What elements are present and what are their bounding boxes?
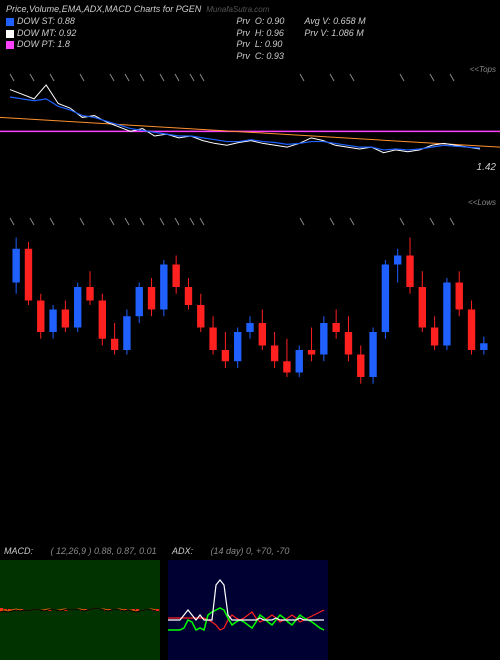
upper-line-chart: <<Tops 1.42 <<Lows	[0, 71, 500, 201]
chart-header: Price,Volume,EMA,ADX,MACD Charts for PGE…	[0, 0, 500, 67]
prev-legend: Prv O: 0.90Prv H: 0.96Prv L: 0.90Prv C: …	[236, 16, 284, 63]
dow-legend: DOW ST: 0.88DOW MT: 0.92DOW PT: 1.8	[6, 16, 76, 63]
candlestick-chart	[0, 215, 500, 395]
adx-panel: ADX: (14 day) 0, +70, -70	[168, 560, 328, 660]
page-title: Price,Volume,EMA,ADX,MACD Charts for PGE…	[6, 4, 494, 14]
macd-panel: MACD: ( 12,26,9 ) 0.88, 0.87, 0.01	[0, 560, 160, 660]
avgvol-legend: Avg V: 0.658 MPrv V: 1.086 M	[304, 16, 365, 63]
